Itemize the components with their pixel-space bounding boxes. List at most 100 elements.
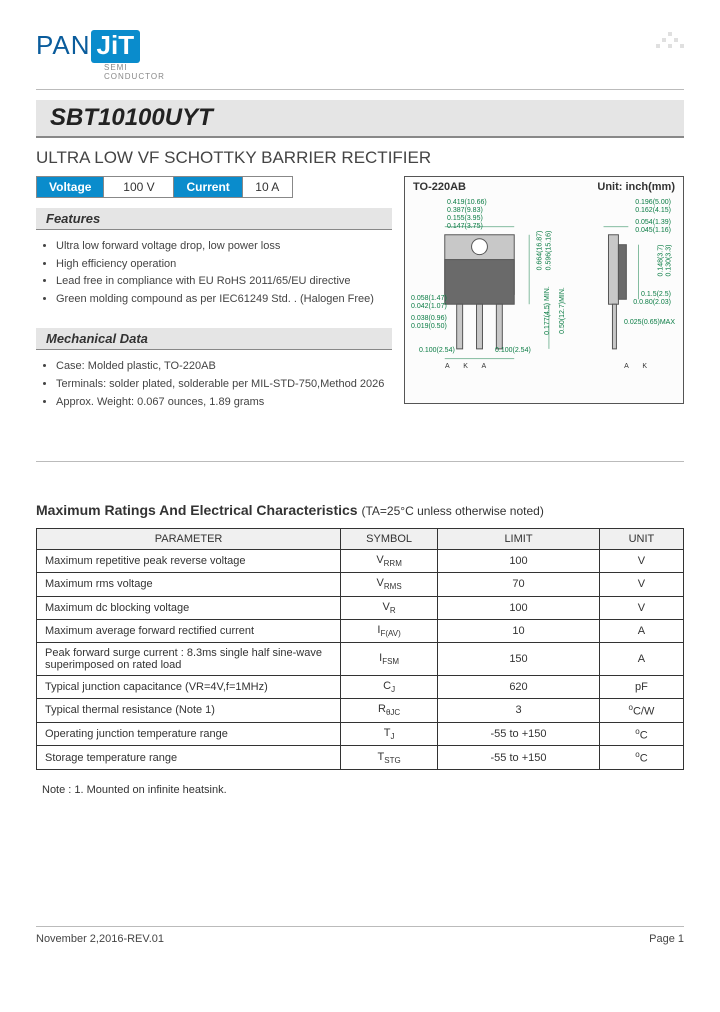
dim: 0.177(4.5) MIN.: [544, 286, 551, 335]
part-number: SBT10100UYT: [36, 100, 684, 138]
table-row: Operating junction temperature rangeTJ-5…: [37, 722, 684, 746]
mechanical-item: Approx. Weight: 0.067 ounces, 1.89 grams: [56, 394, 392, 412]
dim: 0.147(3.75): [447, 223, 483, 230]
dim: 0.054(1.39): [635, 219, 671, 226]
cell-symbol: IF(AV): [341, 619, 438, 642]
cell-param: Maximum dc blocking voltage: [37, 596, 341, 619]
table-row: Peak forward surge current : 8.3ms singl…: [37, 642, 684, 675]
features-list: Ultra low forward voltage drop, low powe…: [36, 238, 392, 308]
dim: 0.038(0.96): [411, 315, 447, 322]
ratings-condition: (TA=25°C unless otherwise noted): [361, 504, 543, 518]
ratings-title: Maximum Ratings And Electrical Character…: [36, 502, 684, 518]
cell-limit: 70: [438, 573, 600, 596]
cell-symbol: IFSM: [341, 642, 438, 675]
divider: [36, 461, 684, 462]
table-row: Maximum rms voltageVRMS70V: [37, 573, 684, 596]
features-heading: Features: [36, 208, 392, 230]
key-specs-table: Voltage 100 V Current 10 A: [36, 176, 293, 198]
feature-item: Ultra low forward voltage drop, low powe…: [56, 238, 392, 256]
footer-page: Page 1: [649, 933, 684, 945]
cell-unit: A: [599, 642, 683, 675]
dim: 0.1.5(2.5): [641, 291, 671, 298]
cell-symbol: VRRM: [341, 550, 438, 573]
cell-symbol: VR: [341, 596, 438, 619]
cell-symbol: TSTG: [341, 746, 438, 770]
feature-item: Lead free in compliance with EU RoHS 201…: [56, 273, 392, 291]
dim: 0.162(4.15): [635, 207, 671, 214]
feature-item: High efficiency operation: [56, 256, 392, 274]
current-label: Current: [174, 177, 242, 198]
table-row: Storage temperature rangeTSTG-55 to +150…: [37, 746, 684, 770]
divider: [36, 89, 684, 90]
voltage-value: 100 V: [104, 177, 174, 198]
cell-unit: pF: [599, 675, 683, 698]
ratings-title-text: Maximum Ratings And Electrical Character…: [36, 502, 358, 518]
footer-date: November 2,2016-REV.01: [36, 933, 164, 945]
current-value: 10 A: [242, 177, 292, 198]
product-title: ULTRA LOW VF SCHOTTKY BARRIER RECTIFIER: [36, 148, 684, 168]
cell-param: Typical junction capacitance (VR=4V,f=1M…: [37, 675, 341, 698]
dim: 0.100(2.54): [495, 347, 531, 354]
logo: PAN JiT SEMI CONDUCTOR: [36, 30, 165, 81]
th-symbol: SYMBOL: [341, 529, 438, 550]
table-row: Maximum dc blocking voltageVR100V: [37, 596, 684, 619]
cell-symbol: RθJC: [341, 699, 438, 723]
ratings-table: PARAMETER SYMBOL LIMIT UNIT Maximum repe…: [36, 528, 684, 770]
package-name: TO-220AB: [413, 181, 466, 193]
dim: 0.058(1.47): [411, 295, 447, 302]
cell-limit: 10: [438, 619, 600, 642]
dim: 0.100(2.54): [419, 347, 455, 354]
page-footer: November 2,2016-REV.01 Page 1: [36, 926, 684, 945]
dim: 0.130(3.3): [666, 245, 673, 277]
package-unit: Unit: inch(mm): [597, 181, 675, 193]
dim: 0.419(10.66): [447, 199, 487, 206]
logo-jit: JiT: [91, 30, 141, 63]
cell-param: Peak forward surge current : 8.3ms singl…: [37, 642, 341, 675]
cell-unit: A: [599, 619, 683, 642]
cell-limit: 100: [438, 550, 600, 573]
cell-param: Maximum average forward rectified curren…: [37, 619, 341, 642]
dim: 0.596(15.16): [545, 231, 552, 271]
dim: 0.155(3.95): [447, 215, 483, 222]
table-row: Maximum repetitive peak reverse voltageV…: [37, 550, 684, 573]
cell-limit: 150: [438, 642, 600, 675]
cell-limit: -55 to +150: [438, 722, 600, 746]
feature-item: Green molding compound as per IEC61249 S…: [56, 291, 392, 309]
table-row: Maximum average forward rectified curren…: [37, 619, 684, 642]
th-limit: LIMIT: [438, 529, 600, 550]
cell-unit: oC: [599, 722, 683, 746]
dim: 0.019(0.50): [411, 323, 447, 330]
dim: 0.045(1.16): [635, 227, 671, 234]
cell-unit: V: [599, 550, 683, 573]
cell-limit: 620: [438, 675, 600, 698]
cell-param: Typical thermal resistance (Note 1): [37, 699, 341, 723]
dim: 0.664(16.87): [536, 231, 543, 271]
cell-limit: 100: [438, 596, 600, 619]
pin-labels-side: A K: [624, 363, 653, 370]
cell-limit: -55 to +150: [438, 746, 600, 770]
dim: 0.148(3.7): [658, 245, 665, 277]
dim: 0.042(1.07): [411, 303, 447, 310]
dim: 0.0.80(2.03): [633, 299, 671, 306]
table-row: Typical junction capacitance (VR=4V,f=1M…: [37, 675, 684, 698]
cell-param: Maximum repetitive peak reverse voltage: [37, 550, 341, 573]
table-row: Typical thermal resistance (Note 1)RθJC3…: [37, 699, 684, 723]
voltage-label: Voltage: [37, 177, 104, 198]
dim: 0.387(9.83): [447, 207, 483, 214]
cell-param: Maximum rms voltage: [37, 573, 341, 596]
mechanical-heading: Mechanical Data: [36, 328, 392, 350]
mechanical-item: Terminals: solder plated, solderable per…: [56, 376, 392, 394]
mechanical-list: Case: Molded plastic, TO-220AB Terminals…: [36, 358, 392, 411]
package-drawing: TO-220AB Unit: inch(mm): [404, 176, 684, 404]
cell-unit: oC/W: [599, 699, 683, 723]
cell-param: Operating junction temperature range: [37, 722, 341, 746]
cell-symbol: VRMS: [341, 573, 438, 596]
th-parameter: PARAMETER: [37, 529, 341, 550]
logo-subtitle: SEMI CONDUCTOR: [104, 63, 165, 81]
dim: 0.196(5.00): [635, 199, 671, 206]
header-row: PAN JiT SEMI CONDUCTOR: [36, 30, 684, 81]
logo-pan: PAN: [36, 30, 91, 61]
cell-unit: oC: [599, 746, 683, 770]
decoration-dots-icon: [654, 30, 684, 60]
cell-param: Storage temperature range: [37, 746, 341, 770]
